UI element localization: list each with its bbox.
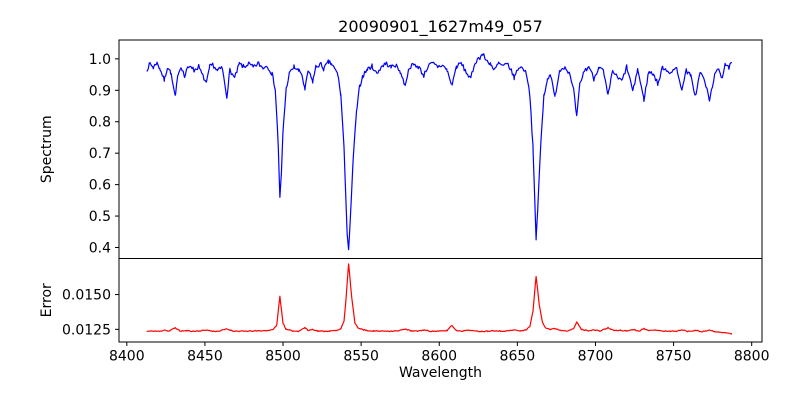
x-axis-label: Wavelength — [399, 365, 482, 381]
top-y-ticks: 0.4 0.5 0.6 0.7 0.8 0.9 1.0 — [89, 52, 119, 256]
x-ticks: 8400 8450 8500 8550 8600 8650 8700 8750 8800 — [109, 342, 770, 365]
x-tick-label: 8450 — [187, 349, 223, 365]
y-tick-label: 0.0150 — [62, 288, 111, 304]
bottom-y-axis-label: Error — [39, 283, 55, 317]
y-tick-label: 1.0 — [89, 52, 111, 68]
figure-title: 20090901_1627m49_057 — [338, 17, 543, 37]
x-tick-label: 8550 — [343, 349, 379, 365]
x-tick-label: 8400 — [109, 349, 145, 365]
bottom-y-ticks: 0.0125 0.0150 — [62, 288, 119, 338]
top-y-axis-label: Spectrum — [39, 115, 55, 183]
x-tick-label: 8700 — [578, 349, 614, 365]
y-tick-label: 0.8 — [89, 115, 111, 131]
x-tick-label: 8800 — [734, 349, 770, 365]
bottom-axes-frame — [118, 258, 763, 343]
y-tick-label: 0.4 — [89, 240, 111, 256]
error-line — [146, 263, 732, 335]
bottom-axes: 0.0125 0.0150 8400 8450 8500 8550 8600 8650 870… — [62, 258, 770, 365]
x-tick-label: 8650 — [500, 349, 536, 365]
x-tick-label: 8750 — [656, 349, 692, 365]
y-tick-label: 0.7 — [89, 146, 111, 162]
y-tick-label: 0.5 — [89, 209, 111, 225]
top-axes: 0.4 0.5 0.6 0.7 0.8 0.9 1.0 — [89, 39, 763, 259]
x-tick-label: 8500 — [265, 349, 301, 365]
top-axes-frame — [118, 39, 763, 259]
y-tick-label: 0.9 — [89, 83, 111, 99]
spectrum-line — [146, 53, 732, 251]
y-tick-label: 0.0125 — [62, 322, 111, 338]
y-tick-label: 0.6 — [89, 178, 111, 194]
x-tick-label: 8600 — [421, 349, 457, 365]
